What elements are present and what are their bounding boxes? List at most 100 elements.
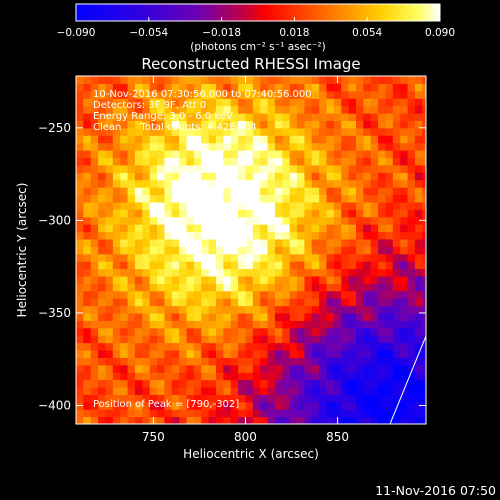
image-cell — [348, 409, 357, 418]
image-cell — [245, 275, 254, 284]
image-cell — [186, 135, 195, 144]
image-cell — [238, 216, 247, 225]
image-cell — [363, 83, 372, 92]
image-cell — [356, 83, 364, 92]
image-cell — [98, 275, 107, 284]
image-cell — [208, 172, 217, 181]
image-cell — [297, 335, 306, 344]
image-cell — [319, 113, 328, 122]
image-cell — [392, 379, 401, 388]
image-cell — [112, 261, 121, 270]
image-cell — [230, 275, 239, 284]
image-cell — [105, 327, 114, 336]
image-cell — [201, 298, 210, 307]
image-cell — [356, 98, 364, 107]
image-cell — [223, 246, 232, 255]
image-cell — [134, 253, 143, 262]
image-cell — [164, 120, 173, 129]
image-cell — [112, 201, 121, 210]
image-cell — [90, 253, 99, 262]
image-cell — [267, 120, 276, 129]
image-cell — [238, 401, 247, 410]
image-cell — [407, 157, 416, 166]
image-cell — [127, 364, 136, 373]
image-cell — [260, 142, 269, 151]
image-cell — [127, 150, 136, 159]
image-cell — [98, 179, 107, 188]
image-cell — [120, 416, 129, 424]
image-cell — [333, 113, 342, 122]
image-cell — [157, 305, 166, 314]
image-cell — [348, 305, 357, 314]
image-cell — [400, 342, 409, 351]
image-cell — [378, 179, 387, 188]
image-cell — [164, 216, 173, 225]
image-cell — [193, 357, 202, 366]
image-cell — [171, 187, 180, 196]
image-cell — [370, 416, 379, 424]
image-cell — [341, 90, 350, 99]
image-cell — [90, 83, 99, 92]
image-cell — [179, 290, 188, 299]
image-cell — [378, 172, 387, 181]
image-cell — [76, 312, 84, 321]
image-cell — [157, 394, 166, 403]
image-cell — [223, 327, 232, 336]
image-cell — [370, 379, 379, 388]
image-cell — [245, 98, 254, 107]
y-axis-ticks: −250−300−350−400 — [38, 121, 426, 412]
image-cell — [356, 416, 364, 424]
image-cell — [230, 379, 239, 388]
image-cell — [223, 216, 232, 225]
image-cell — [90, 172, 99, 181]
image-cell — [282, 224, 291, 233]
image-cell — [238, 275, 247, 284]
image-cell — [304, 216, 313, 225]
image-cell — [274, 120, 283, 129]
image-cell — [297, 290, 306, 299]
image-cell — [83, 268, 92, 277]
image-cell — [230, 268, 239, 277]
image-cell — [179, 261, 188, 270]
image-cell — [105, 283, 114, 292]
image-cell — [127, 268, 136, 277]
image-cell — [282, 253, 291, 262]
image-cell — [282, 327, 291, 336]
image-cell — [297, 164, 306, 173]
image-cell — [149, 187, 158, 196]
image-cell — [120, 142, 129, 151]
image-cell — [289, 194, 298, 203]
image-cell — [216, 90, 224, 99]
image-cell — [223, 187, 232, 196]
image-cell — [252, 290, 261, 299]
image-cell — [171, 120, 180, 129]
image-cell — [134, 335, 143, 344]
image-cell — [134, 298, 143, 307]
image-cell — [201, 320, 210, 329]
image-cell — [260, 127, 269, 136]
image-cell — [76, 201, 84, 210]
image-cell — [363, 342, 372, 351]
image-cell — [304, 298, 313, 307]
image-cell — [297, 120, 306, 129]
image-cell — [348, 142, 357, 151]
image-cell — [304, 105, 313, 114]
image-cell — [216, 187, 224, 196]
image-cell — [356, 401, 364, 410]
image-cell — [149, 298, 158, 307]
image-cell — [193, 409, 202, 418]
image-cell — [171, 142, 180, 151]
image-cell — [363, 238, 372, 247]
image-cell — [186, 150, 195, 159]
image-cell — [370, 409, 379, 418]
image-cell — [282, 349, 291, 358]
image-cell — [90, 157, 99, 166]
image-cell — [392, 150, 401, 159]
image-cell — [223, 401, 232, 410]
image-cell — [164, 224, 173, 233]
image-cell — [149, 113, 158, 122]
image-cell — [311, 201, 320, 210]
image-cell — [164, 394, 173, 403]
image-cell — [311, 209, 320, 218]
image-cell — [238, 224, 247, 233]
